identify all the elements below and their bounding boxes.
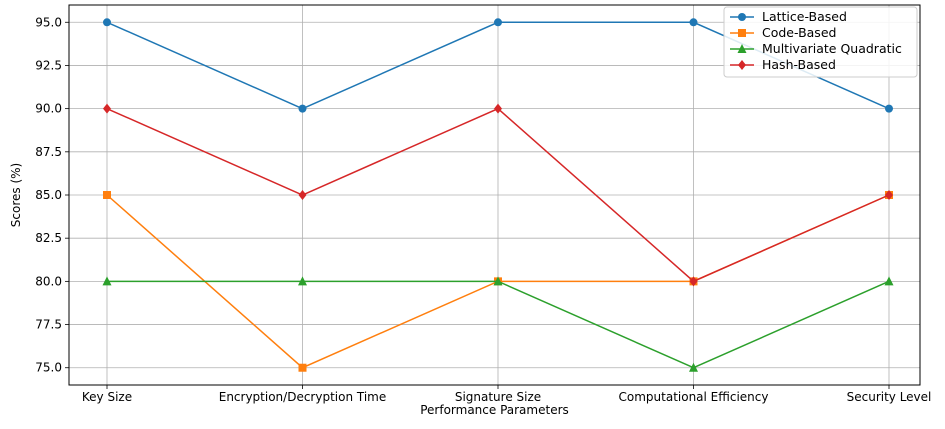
legend-item: Multivariate Quadratic — [730, 41, 902, 56]
legend-label: Hash-Based — [762, 57, 836, 72]
y-tick-label: 77.5 — [35, 318, 62, 332]
x-tick-label: Key Size — [82, 390, 132, 404]
data-point — [689, 362, 698, 372]
y-tick-label: 87.5 — [35, 145, 62, 159]
data-point — [103, 191, 111, 199]
legend-item: Code-Based — [730, 25, 836, 40]
x-tick-label: Encryption/Decryption Time — [219, 390, 387, 404]
legend-label: Lattice-Based — [762, 9, 847, 24]
data-point — [298, 190, 307, 200]
series-multivariate-quadratic — [102, 276, 894, 372]
data-point — [103, 18, 111, 27]
data-point — [298, 363, 307, 372]
x-tick-label: Computational Efficiency — [619, 390, 769, 404]
y-tick-label: 85.0 — [35, 188, 62, 202]
series-hash-based — [103, 103, 893, 287]
data-point — [885, 104, 893, 113]
data-point — [885, 190, 893, 200]
data-point — [494, 18, 502, 27]
data-point — [298, 276, 307, 286]
y-tick-label: 95.0 — [35, 15, 62, 29]
x-axis-title: Performance Parameters — [420, 403, 569, 417]
data-point — [689, 276, 698, 287]
data-point — [103, 103, 111, 114]
data-point — [493, 276, 503, 286]
legend-swatch-marker — [738, 13, 746, 21]
y-tick-label: 82.5 — [35, 231, 62, 245]
data-point — [298, 104, 307, 113]
y-tick-label: 92.5 — [35, 58, 62, 72]
y-tick-label: 80.0 — [35, 274, 62, 288]
x-axis: Key Size Encryption/Decryption Time Signat… — [82, 385, 931, 404]
legend-swatch-marker — [738, 29, 746, 37]
y-tick-label: 75.0 — [35, 361, 62, 375]
x-tick-label: Signature Size — [455, 390, 541, 404]
legend-box — [723, 6, 918, 78]
data-point — [494, 103, 502, 114]
y-axis: 75.0 77.5 80.0 82.5 85.0 87.5 90.0 92.5 95.0 — [35, 15, 69, 375]
data-point — [884, 276, 894, 286]
legend-swatch-marker — [738, 60, 746, 70]
legend-item: Lattice-Based — [730, 9, 847, 24]
legend-label: Multivariate Quadratic — [762, 41, 902, 56]
data-point — [102, 276, 112, 286]
legend-swatch-marker — [737, 44, 747, 53]
legend-label: Code-Based — [762, 25, 836, 40]
data-point — [689, 18, 698, 27]
y-tick-label: 90.0 — [35, 102, 62, 116]
x-tick-label: Security Level — [847, 390, 932, 404]
legend-item: Hash-Based — [730, 57, 836, 72]
y-axis-title: Scores (%) — [9, 163, 23, 227]
